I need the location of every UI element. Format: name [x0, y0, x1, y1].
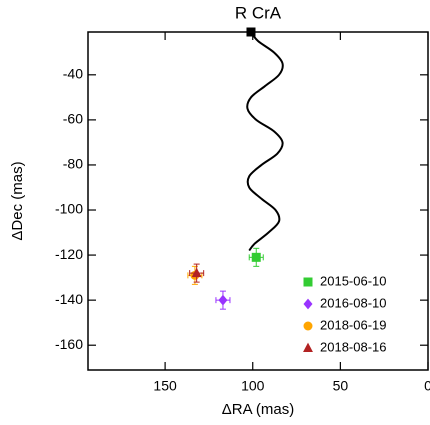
y-axis-label: ΔDec (mas)	[9, 161, 26, 240]
x-tick-label: 100	[241, 378, 265, 394]
legend-label: 2018-08-16	[320, 339, 387, 354]
y-tick-label: -140	[55, 291, 83, 307]
y-tick-label: -120	[55, 246, 83, 262]
marker	[218, 294, 228, 306]
legend-label: 2018-06-19	[320, 317, 387, 332]
plot-frame	[87, 31, 429, 371]
y-tick-label: -60	[63, 111, 83, 127]
marker	[191, 267, 202, 278]
track	[246, 31, 284, 252]
legend-label: 2015-06-10	[320, 273, 387, 288]
x-axis-label: ΔRA (mas)	[222, 401, 295, 418]
track-start	[246, 27, 256, 37]
y-tick-label: -160	[55, 336, 83, 352]
chart-title: R CrA	[235, 3, 282, 22]
x-tick-label: 0	[424, 378, 430, 394]
legend-label: 2016-08-10	[320, 295, 387, 310]
x-tick-label: 50	[333, 378, 349, 394]
y-tick-label: -40	[63, 66, 83, 82]
y-tick-label: -80	[63, 156, 83, 172]
legend-marker	[303, 277, 313, 287]
legend-marker	[303, 321, 313, 331]
marker	[251, 252, 261, 262]
legend-marker	[303, 298, 313, 310]
y-tick-label: -100	[55, 201, 83, 217]
legend-marker	[303, 342, 313, 353]
x-tick-label: 150	[153, 378, 177, 394]
